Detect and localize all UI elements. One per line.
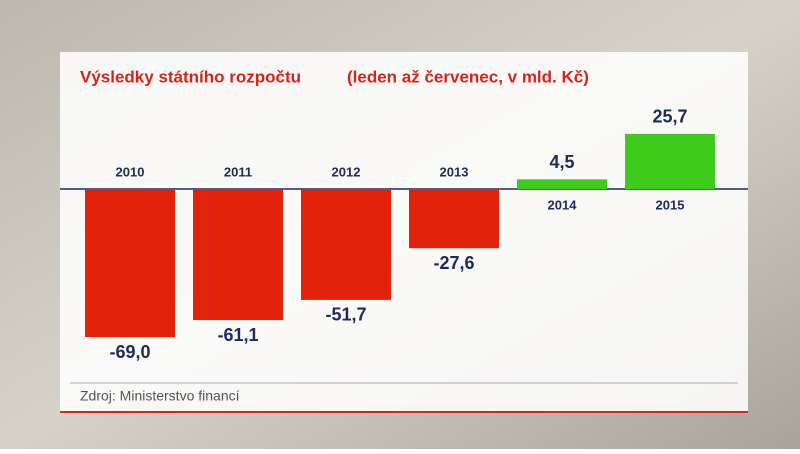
value-label: -51,7	[325, 305, 366, 325]
x-tick-label: 2012	[332, 164, 361, 179]
bar	[409, 189, 499, 249]
value-label: -61,1	[217, 325, 258, 345]
bar	[301, 189, 391, 300]
source: Zdroj: Ministerstvo financí	[80, 388, 240, 404]
bar	[625, 133, 715, 189]
chart-subtitle: (leden až červenec, v mld. Kč)	[347, 67, 589, 86]
x-tick-label: 2010	[116, 164, 145, 179]
bar	[517, 179, 607, 189]
value-label: -69,0	[109, 342, 150, 362]
x-tick-label: 2013	[440, 164, 469, 179]
chart-title: Výsledky státního rozpočtu	[80, 67, 301, 86]
x-tick-label: 2015	[656, 197, 685, 212]
bar	[85, 189, 175, 337]
value-label: 4,5	[549, 152, 574, 172]
bar	[193, 189, 283, 321]
x-tick-label: 2014	[548, 197, 578, 212]
value-label: 25,7	[652, 107, 687, 127]
x-tick-label: 2011	[224, 164, 252, 179]
value-label: -27,6	[433, 253, 474, 273]
